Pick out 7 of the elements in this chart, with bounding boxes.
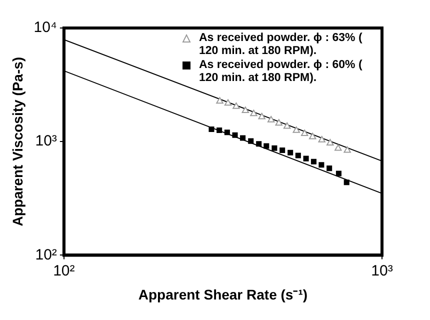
y-axis-title: Apparent Viscosity (Pa-s)	[9, 56, 26, 226]
x-axis-title: Apparent Shear Rate (s⁻¹)	[138, 286, 308, 302]
y-tick-label: 10⁴	[34, 19, 57, 36]
y-tick-label: 10³	[35, 132, 57, 150]
y-tick-label: 10²	[35, 246, 57, 264]
legend-label: As received powder. ϕ : 63% ( 120 min. at 180 RPM).	[199, 32, 364, 58]
legend-label: As received powder. ϕ : 60% ( 120 min. at 180 RPM).	[199, 59, 364, 85]
